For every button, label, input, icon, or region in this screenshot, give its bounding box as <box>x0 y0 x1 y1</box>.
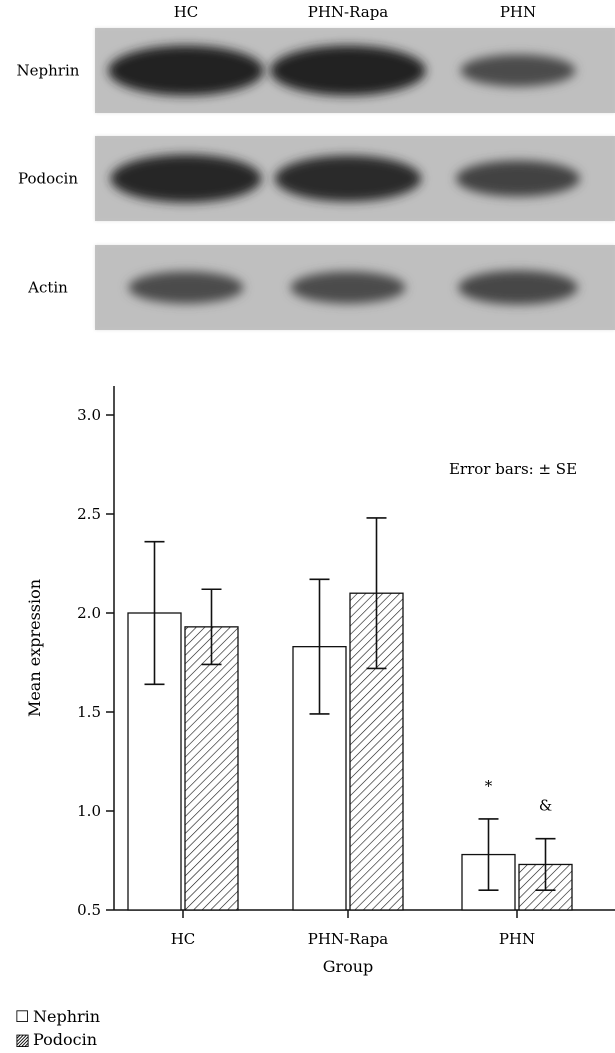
legend: ☐ Nephrin ▨ Podocin <box>15 1007 100 1049</box>
x-tick-label: PHN <box>499 930 535 948</box>
legend-symbol: ☐ <box>15 1007 29 1026</box>
y-tick-label: 2.5 <box>77 505 101 523</box>
legend-label: Nephrin <box>33 1007 100 1026</box>
blot-band <box>290 271 406 304</box>
blot-band <box>108 45 264 96</box>
lane-label: HC <box>174 3 199 21</box>
western-blot: HC PHN-Rapa PHN Nephrin Podocin Actin <box>17 3 615 330</box>
bar-podocin <box>184 626 239 911</box>
blot-band <box>274 155 422 202</box>
y-tick-label: 3.0 <box>77 406 101 424</box>
x-tick-label: HC <box>171 930 196 948</box>
significance-mark: * <box>485 777 493 795</box>
error-bar-annotation: Error bars: ± SE <box>449 460 577 478</box>
blot-band <box>270 45 426 96</box>
significance-mark: & <box>539 797 552 815</box>
legend-label: Podocin <box>33 1030 97 1049</box>
y-axis-title: Mean expression <box>25 579 44 717</box>
blot-row-label: Podocin <box>18 170 78 188</box>
lane-label: PHN <box>500 3 536 21</box>
bar-chart: 0.5 1.0 1.5 2.0 2.5 3.0 HC PHN-Rapa PHN * & Mean… <box>25 386 615 976</box>
y-tick-label: 2.0 <box>77 604 101 622</box>
blot-band <box>460 54 576 87</box>
blot-band <box>128 271 244 304</box>
blot-row-label: Nephrin <box>17 62 80 80</box>
legend-symbol: ▨ <box>15 1030 30 1049</box>
y-tick-label: 0.5 <box>77 901 101 919</box>
blot-band <box>110 154 262 203</box>
y-tick-label: 1.5 <box>77 703 101 721</box>
blot-band <box>458 270 578 305</box>
blot-band <box>456 160 580 197</box>
y-tick-label: 1.0 <box>77 802 101 820</box>
blot-row-label: Actin <box>27 279 68 297</box>
x-axis-title: Group <box>323 957 374 976</box>
lane-label: PHN-Rapa <box>308 3 389 21</box>
x-tick-label: PHN-Rapa <box>308 930 389 948</box>
